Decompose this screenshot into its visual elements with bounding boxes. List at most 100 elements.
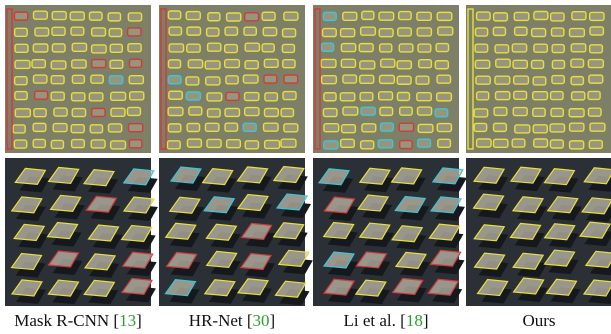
building-outline (225, 60, 240, 68)
caption-text: ] (270, 311, 276, 330)
building-outline (324, 141, 338, 149)
building-outline (552, 76, 564, 84)
caption-text: HR-Net [ (189, 311, 253, 330)
aerial-image (159, 5, 305, 153)
building-outline (416, 76, 429, 84)
building-outline (72, 43, 86, 51)
building-outline (341, 29, 355, 37)
building-outline (477, 12, 491, 20)
building-outline (72, 109, 85, 117)
building-outline (589, 140, 602, 148)
building-outline (474, 109, 488, 117)
building-outline (340, 93, 354, 101)
building-outline (590, 12, 604, 20)
building-outline (264, 59, 278, 67)
building-outline (343, 107, 358, 115)
building-outline (397, 61, 411, 69)
building-outline (380, 44, 392, 52)
building-outline (34, 11, 48, 19)
building-outline (71, 27, 84, 35)
building-outline (72, 93, 85, 101)
building-outline (89, 12, 102, 20)
building-outline (263, 28, 276, 36)
building-outline (494, 107, 507, 115)
building-outline (169, 91, 182, 99)
building-outline (552, 60, 564, 68)
building-outline (569, 109, 584, 117)
building-outline (494, 139, 508, 147)
building-outline (264, 75, 277, 83)
building-outline (495, 76, 510, 84)
building-outline (54, 108, 67, 116)
building-outline (400, 107, 412, 115)
building-outline (514, 76, 529, 84)
building-outline (475, 44, 488, 52)
building-outline (110, 44, 122, 52)
building-outline (493, 27, 505, 35)
building-outline (324, 93, 336, 101)
building-outline (513, 108, 527, 116)
building-outline (207, 109, 220, 117)
building-outline (379, 12, 394, 20)
caption-text: ] (136, 311, 142, 330)
building-outline (588, 91, 600, 99)
building-outline (227, 140, 241, 148)
building-outline (168, 124, 180, 132)
building-outline (437, 124, 451, 132)
caption-text: Ours (522, 311, 555, 330)
building-outline (168, 76, 181, 84)
building-outline (262, 44, 274, 52)
building-outline (552, 45, 564, 53)
building-outline (438, 139, 451, 147)
building-outline (533, 92, 548, 100)
building-outline (281, 139, 296, 147)
building-outline (397, 93, 409, 101)
building-outline (322, 43, 334, 51)
building-outline (570, 141, 584, 149)
building-outline (111, 92, 126, 100)
building-outline (225, 45, 238, 53)
building-outline (398, 28, 411, 36)
building-outline (281, 109, 293, 117)
building-outline (32, 60, 45, 68)
building-outline (265, 140, 280, 148)
building-outline (109, 76, 122, 84)
building-outline (399, 12, 411, 20)
building-outline (417, 28, 431, 36)
building-outline (436, 44, 448, 52)
building-outline (438, 27, 453, 35)
building-outline (343, 75, 357, 83)
building-outline (550, 140, 563, 148)
caption-text: Li et al. [ (344, 311, 407, 330)
building-outline (533, 108, 545, 116)
building-outline (362, 11, 374, 19)
building-outline (33, 139, 45, 147)
citation-number: 18 (406, 311, 423, 330)
building-outline (245, 43, 259, 51)
building-outline (35, 91, 48, 99)
building-outline (72, 140, 85, 148)
building-outline (399, 123, 413, 131)
caption-text: ] (423, 311, 429, 330)
building-outline (397, 76, 411, 84)
building-outline (13, 125, 25, 133)
building-outline (205, 123, 218, 131)
building-outline (70, 12, 84, 20)
building-outline (419, 60, 432, 68)
building-outline (168, 60, 180, 68)
building-outline (512, 139, 525, 147)
building-outline (72, 60, 86, 68)
building-outline (186, 92, 200, 100)
building-outline (89, 93, 102, 101)
building-outline (207, 139, 221, 147)
building-outline (477, 92, 489, 100)
building-outline (323, 29, 337, 37)
building-outline (225, 27, 237, 35)
building-outline (51, 140, 63, 148)
building-outline (92, 60, 106, 68)
building-outline (226, 76, 238, 84)
building-outline (72, 75, 84, 83)
building-outline (186, 77, 199, 85)
building-outline (207, 28, 219, 36)
building-outline (167, 141, 180, 149)
